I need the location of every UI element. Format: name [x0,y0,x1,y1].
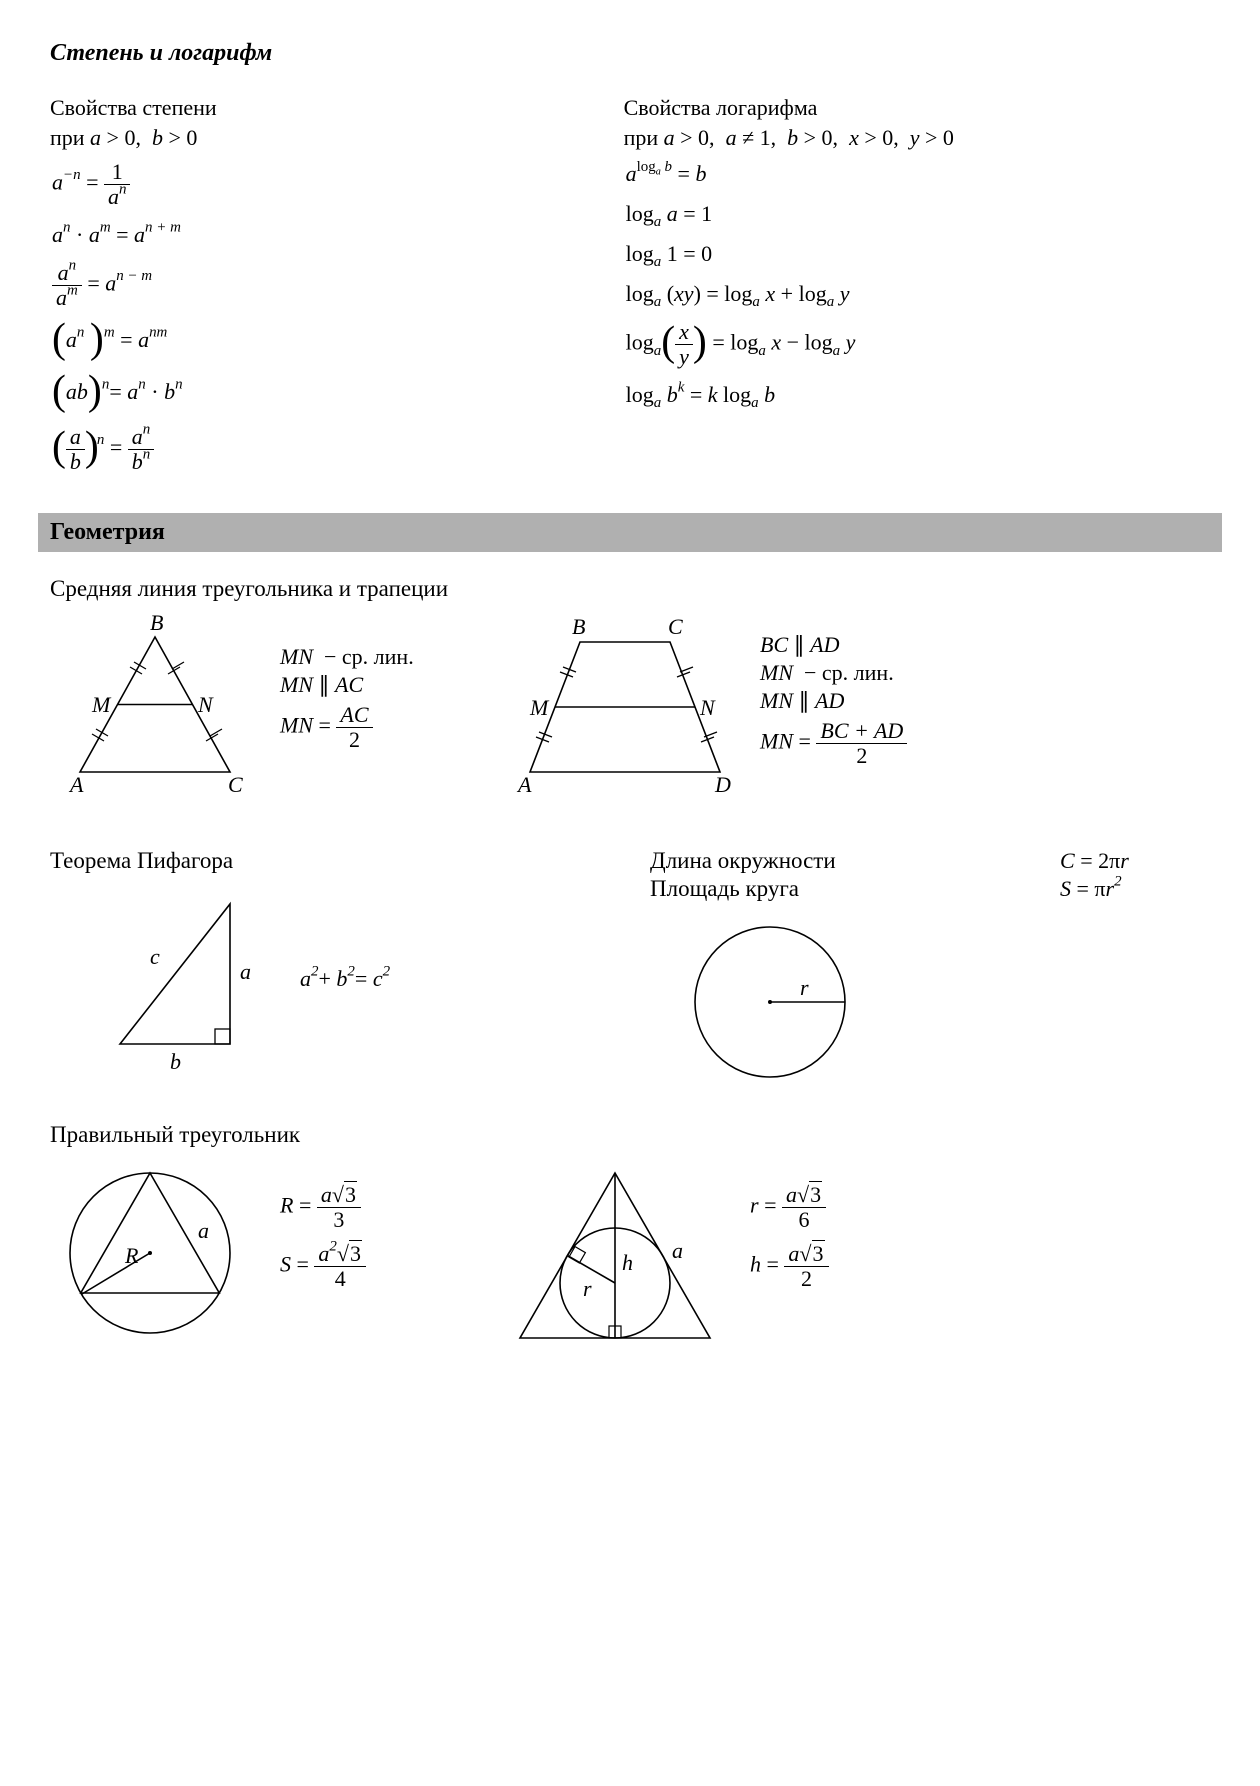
log-condition: при a > 0, a ≠ 1, b > 0, x > 0, y > 0 [624,125,1210,151]
S-den: 4 [314,1266,366,1290]
log-heading: Свойства логарифма [624,95,1210,121]
svg-text:N: N [197,692,214,717]
log-f2: loga a = 1 [626,201,1210,227]
power-f1: a−n = 1an [52,161,584,208]
trap-eq-num: BC + AD [816,720,907,743]
tri-eq-den: 2 [336,727,372,751]
h-lhs: h [750,1252,761,1277]
svg-text:N: N [699,695,716,720]
tri-srlin: − ср. лин. [324,644,414,669]
tri-mn: MN [280,644,313,669]
trap-mn2: MN [760,688,793,713]
log-f3: loga 1 = 0 [626,241,1210,267]
svg-text:C: C [668,614,683,639]
svg-text:M: M [529,695,550,720]
log-column: Свойства логарифма при a > 0, a ≠ 1, b >… [624,95,1210,422]
log-f4: loga (xy) = loga x + loga y [626,281,1210,307]
eqtri-inscr-text: r = a√36 h = a√32 [750,1158,1210,1292]
power-condition: при a > 0, b > 0 [50,125,584,151]
R-lhs: R [280,1193,293,1218]
trapezoid-midline-svg: A B C D M N [500,612,740,802]
svg-text:r: r [583,1276,592,1301]
trap-eq-lhs: MN [760,729,793,754]
svg-text:r: r [800,975,809,1000]
eqtri-circum-svg: R a [50,1158,260,1348]
cond-prefix: при [50,125,90,150]
circle-fig: r [650,912,1210,1092]
eqtri-heading: Правильный треугольник [50,1122,1210,1148]
svg-text:D: D [714,772,731,797]
section2-bar: Геометрия [38,513,1222,552]
eqtri-row: R a R = a√33 S = a2√34 r h a r = a√36 h … [50,1158,1210,1358]
r-den: 6 [782,1207,826,1231]
trap-ad2: AD [815,688,844,713]
triangle-midline-fig: A B C M N [50,612,260,802]
trapezoid-midline-text: BC ∥ AD MN − ср. лин. MN ∥ AD MN = BC + … [760,612,1210,769]
tri-mn2: MN [280,672,313,697]
trap-eq-den: 2 [816,743,907,767]
power-f4: (an )m = anm [52,323,584,361]
power-heading: Свойства степени [50,95,584,121]
R-den: 3 [317,1207,361,1231]
eqtri-inscr-svg: r h a [500,1158,730,1358]
svg-text:B: B [572,614,585,639]
log-f1: aloga b = b [626,161,1210,187]
triangle-midline-text: MN − ср. лин. MN ∥ AC MN = AC2 [280,612,480,753]
svg-text:B: B [150,612,163,635]
circle-svg: r [680,912,870,1092]
pythagoras-formula: a2+ b2= c2 [300,966,630,992]
eqtri-inscr-fig: r h a [500,1158,730,1358]
svg-text:M: M [91,692,112,717]
power-f5: (ab)n= an · bn [52,375,584,413]
tri-eq-num: AC [336,704,372,727]
power-column: Свойства степени при a > 0, b > 0 a−n = … [50,95,584,487]
trap-bc: BC [760,632,788,657]
power-f2: an · am = an + m [52,222,584,248]
h-den: 2 [784,1266,828,1290]
svg-text:C: C [228,772,243,797]
circle-area-heading: Площадь круга [650,876,1030,902]
pyth-circle-row: Теорема Пифагора c a b a2+ b2= c2 Длина … [50,832,1210,1092]
svg-text:A: A [68,772,84,797]
cond-text: a [90,125,101,150]
power-log-columns: Свойства степени при a > 0, b > 0 a−n = … [50,95,1210,487]
svg-text:a: a [240,959,251,984]
power-f6: (ab)n = anbn [52,426,584,473]
r-lhs: r [750,1193,759,1218]
log-f6: loga bk = k loga b [626,382,1210,408]
circle-len-heading: Длина окружности [650,848,1030,874]
cond-prefix: при [624,125,664,150]
eqtri-circum-text: R = a√33 S = a2√34 [280,1158,480,1292]
trap-ad: AD [810,632,839,657]
log-f5: loga(xy) = loga x − loga y [626,321,1210,368]
svg-text:c: c [150,944,160,969]
svg-text:h: h [622,1250,633,1275]
right-triangle-svg: c a b [90,884,270,1074]
tri-eq-lhs: MN [280,713,313,738]
svg-text:R: R [124,1243,139,1268]
right-triangle-fig: c a b [50,884,270,1074]
triangle-midline-svg: A B C M N [50,612,260,802]
svg-text:a: a [198,1218,209,1243]
trap-srlin: − ср. лин. [804,660,894,685]
pythagoras-heading: Теорема Пифагора [50,848,630,874]
section1-title: Степень и логарифм [50,40,1210,67]
trap-mn: MN [760,660,793,685]
eqtri-circum-fig: R a [50,1158,260,1348]
midline-heading: Средняя линия треугольника и трапеции [50,576,1210,602]
svg-text:b: b [170,1049,181,1074]
tri-ac: AC [335,672,363,697]
svg-text:A: A [516,772,532,797]
circle-formulas: C = 2πr S = πr2 [1060,832,1210,912]
trapezoid-midline-fig: A B C D M N [500,612,740,802]
power-f3: anam = an − m [52,262,584,309]
svg-text:a: a [672,1238,683,1263]
midline-row: A B C M N MN − ср. лин. MN ∥ AC MN = AC2… [50,612,1210,802]
